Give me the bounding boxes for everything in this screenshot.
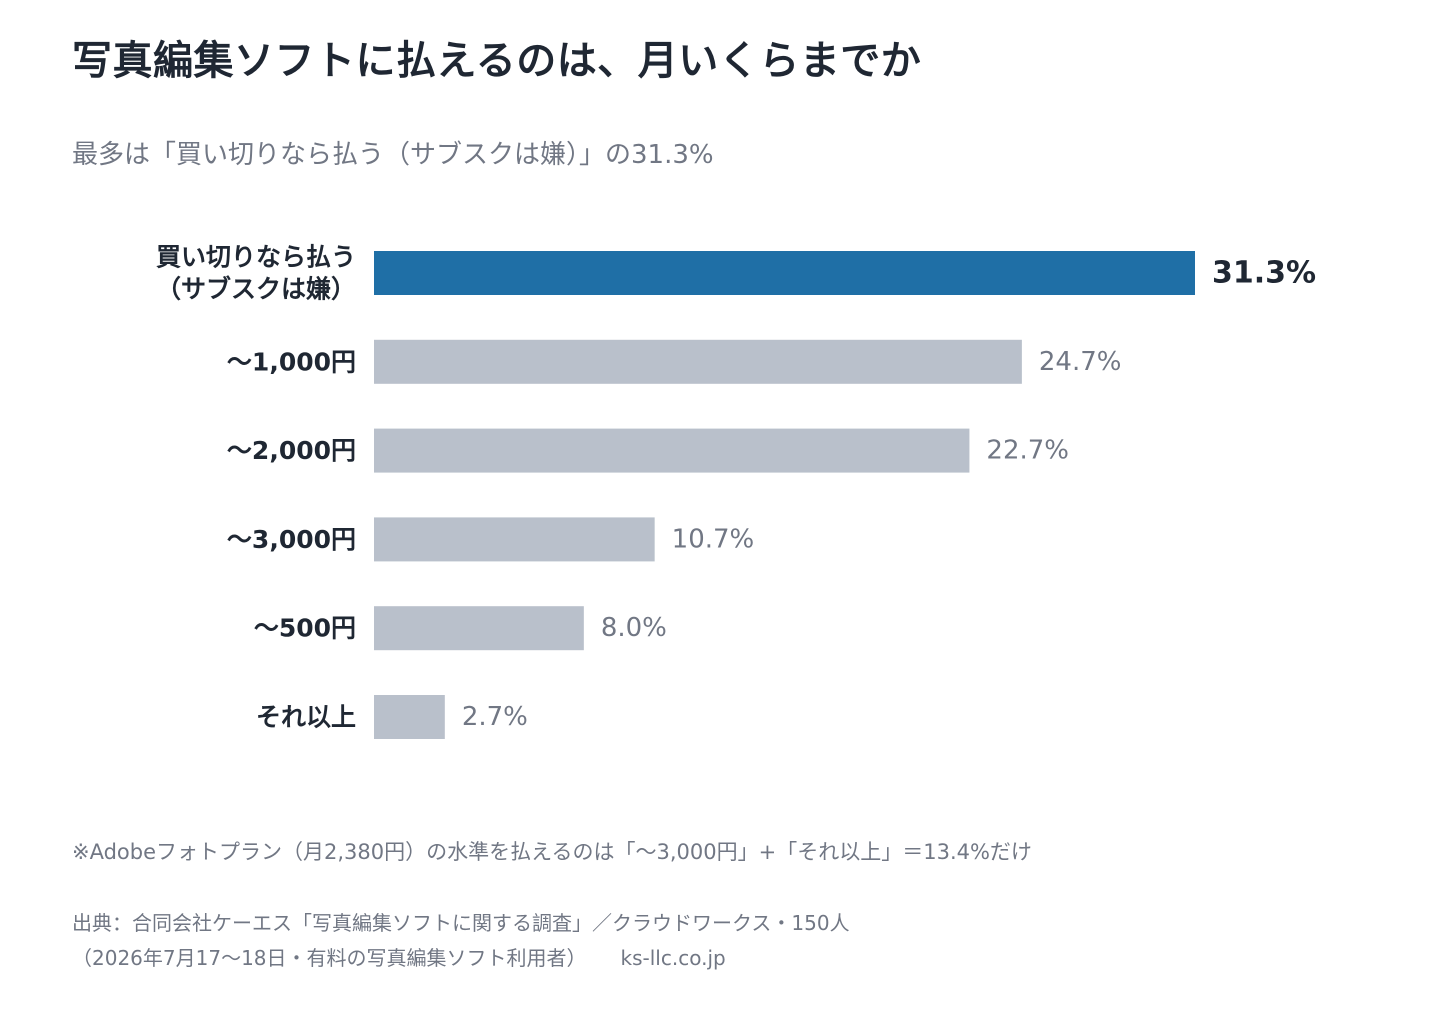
bar-row: ～500円 8.0%: [254, 606, 667, 651]
source-block: 出典：合同会社ケーエス「写真編集ソフトに関する調査」／クラウドワークス・150人…: [72, 906, 850, 976]
value-label: 22.7%: [986, 436, 1069, 466]
value-label: 10.7%: [672, 524, 755, 554]
bar: [374, 517, 655, 562]
footnote: ※Adobeフォトプラン（月2,380円）の水準を払えるのは「～3,000円」+…: [72, 840, 1032, 864]
source-line-1: 出典：合同会社ケーエス「写真編集ソフトに関する調査」／クラウドワークス・150人: [72, 911, 850, 935]
bar: [374, 251, 1195, 295]
bar-row: ～2,000円 22.7%: [227, 428, 1069, 473]
category-label: ～3,000円: [227, 525, 356, 554]
page-subtitle: 最多は「買い切りなら払う（サブスクは嫌）」の31.3%: [72, 140, 714, 170]
bar: [374, 339, 1022, 384]
value-label: 24.7%: [1039, 347, 1122, 377]
source-date-range: （2026年7月17～18日・有料の写真編集ソフト利用者）: [72, 946, 587, 970]
category-label: ～500円: [254, 614, 356, 643]
bar: [374, 606, 584, 651]
value-label: 31.3%: [1212, 256, 1316, 291]
bar: [374, 695, 445, 739]
source-site: ks-llc.co.jp: [620, 946, 726, 970]
category-label: ～2,000円: [227, 436, 356, 465]
category-label: （サブスクは嫌）: [156, 275, 356, 304]
bar-chart: 買い切りなら払う （サブスクは嫌） 31.3% ～1,000円 24.7% ～2,000円…: [156, 243, 1316, 739]
category-label: ～1,000円: [227, 347, 356, 376]
bar-row: それ以上 2.7%: [256, 695, 528, 739]
category-label: 買い切りなら払う: [156, 243, 356, 272]
bar: [374, 428, 970, 473]
page-title: 写真編集ソフトに払えるのは、月いくらまでか: [72, 38, 922, 84]
bar-row: ～3,000円 10.7%: [227, 517, 755, 562]
value-label: 8.0%: [601, 613, 667, 643]
source-line-2: （2026年7月17～18日・有料の写真編集ソフト利用者） ks-llc.co.j…: [72, 941, 850, 976]
value-label: 2.7%: [462, 702, 528, 732]
bar-row: ～1,000円 24.7%: [227, 339, 1122, 384]
category-label: それ以上: [256, 703, 356, 732]
bar-row: 買い切りなら払う （サブスクは嫌） 31.3%: [156, 243, 1316, 304]
